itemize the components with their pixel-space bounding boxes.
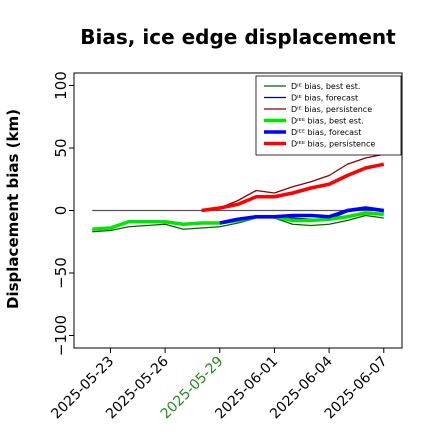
y-tick-label: 100 <box>52 71 70 100</box>
y-tick-label: 0 <box>52 206 70 216</box>
series-line-3 <box>201 153 384 212</box>
legend-label: Dᴵᴱ bias, forecast <box>291 94 358 103</box>
legend-label: Dᴵᴱ bias, persistence <box>291 105 372 114</box>
y-tick-label: −50 <box>52 257 70 289</box>
chart-title: Bias, ice edge displacement <box>80 25 396 49</box>
series-line-6 <box>201 162 385 213</box>
y-axis: −100 −50 0 50 100 <box>52 71 74 356</box>
y-tick-label: 50 <box>52 138 70 157</box>
series-line-5 <box>219 206 385 225</box>
x-axis: 2025-05-232025-05-262025-05-292025-06-01… <box>48 348 391 422</box>
plot-area <box>92 153 385 233</box>
legend-label: Dᴵᴱᴱ bias, persistence <box>291 140 375 149</box>
legend-label: Dᴵᴱ bias, best est. <box>291 82 360 91</box>
legend-label: Dᴵᴱᴱ bias, forecast <box>291 128 361 137</box>
legend: Dᴵᴱ bias, best est. Dᴵᴱ bias, forecast Dᴵᴱ… <box>255 75 402 156</box>
series-line-1 <box>92 214 384 233</box>
y-axis-label: Displacement bias (km) <box>4 109 22 309</box>
legend-label: Dᴵᴱᴱ bias, best est. <box>291 117 364 126</box>
y-tick-label: −100 <box>52 315 70 356</box>
